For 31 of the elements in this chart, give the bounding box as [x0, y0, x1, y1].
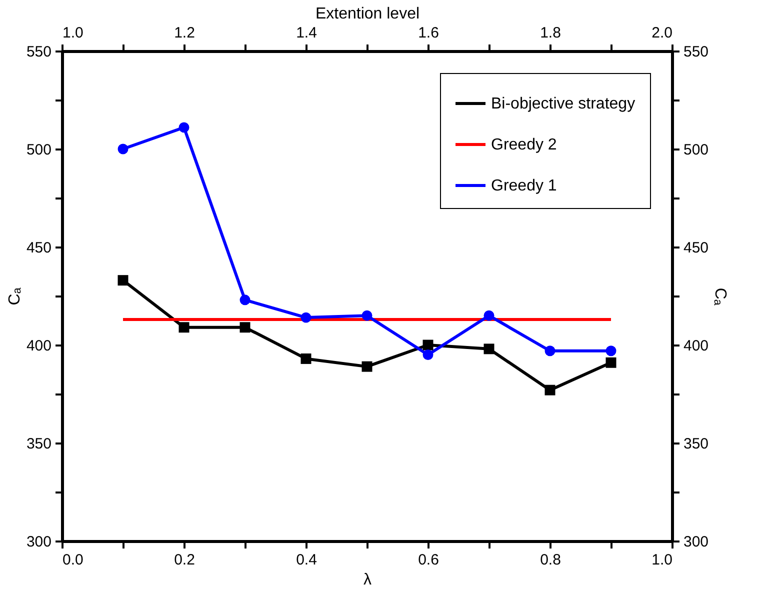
- y-tick-label: 450: [26, 240, 52, 256]
- y2-tick-label: 450: [684, 240, 709, 256]
- x2-tick-label: 1.2: [174, 24, 195, 42]
- x-tick-label: 1.0: [652, 552, 672, 568]
- y2-tick-label: 300: [684, 534, 709, 550]
- x2-tick-label: 1.0: [62, 24, 84, 42]
- y2-tick-label: 500: [684, 142, 709, 158]
- y2-tick-label: 350: [684, 436, 709, 452]
- legend-label: Greedy 1: [491, 178, 557, 194]
- x2-axis-title: Extention level: [315, 6, 420, 22]
- y-tick-label: 500: [26, 142, 52, 158]
- y2-tick-label: 400: [684, 338, 709, 354]
- x2-tick-label: 1.8: [540, 24, 561, 42]
- x2-tick-label: 1.4: [296, 24, 317, 42]
- x-tick-label: 0.6: [418, 552, 439, 568]
- y2-tick-label: 550: [684, 44, 709, 60]
- y-tick-label: 350: [26, 436, 52, 452]
- y-tick-label: 300: [26, 534, 52, 550]
- legend-label: Bi-objective strategy: [491, 96, 636, 112]
- x2-tick-label: 2.0: [652, 24, 672, 42]
- x2-tick-label: 1.6: [418, 24, 439, 42]
- y-tick-label: 550: [26, 44, 52, 60]
- x-tick-label: 0.4: [296, 552, 317, 568]
- y-axis-title: Cₐ: [6, 286, 24, 306]
- y2-axis-title: Cₐ: [712, 288, 729, 306]
- x-tick-label: 0.0: [62, 552, 84, 568]
- legend-label: Greedy 2: [491, 136, 557, 154]
- y-tick-label: 400: [26, 338, 52, 354]
- x-axis-title: λ: [364, 572, 372, 588]
- x-tick-label: 0.8: [540, 552, 561, 568]
- x-tick-label: 0.2: [174, 552, 195, 568]
